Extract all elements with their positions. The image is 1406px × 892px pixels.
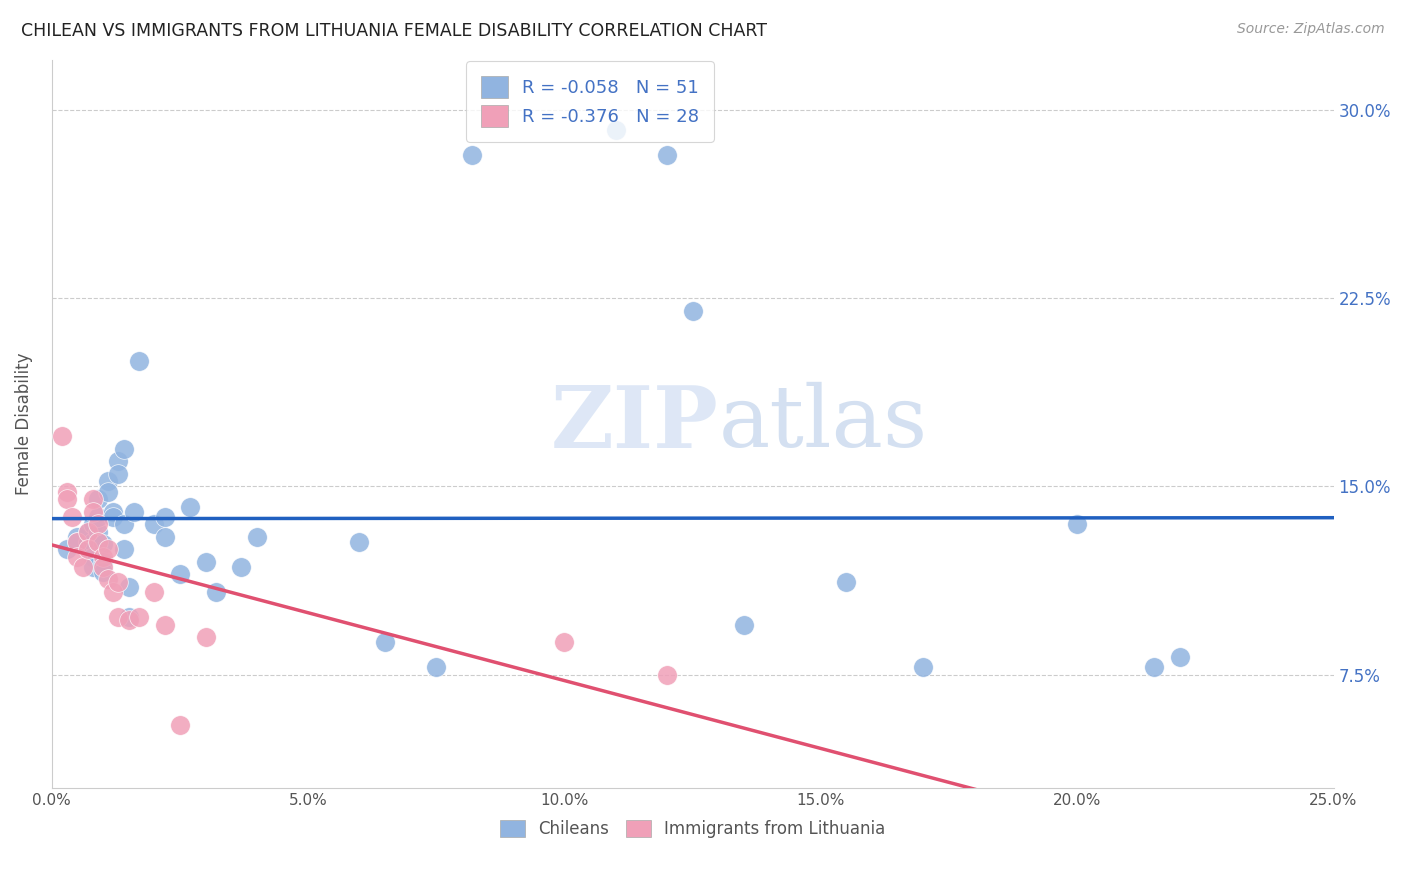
Point [97,573,120,587]
Point [56,542,79,557]
Point [107,610,129,624]
Point [179,500,201,514]
Point [112,517,135,532]
Point [128,610,150,624]
Point [66,549,89,564]
Point [66,534,89,549]
Point [169,718,191,732]
Point [425,660,447,674]
Point [107,574,129,589]
Point [60,509,83,524]
Point [194,630,217,644]
Point [835,574,858,589]
Point [107,467,129,481]
Point [153,509,176,524]
Point [655,668,678,682]
Point [912,660,935,674]
Point [112,542,135,557]
Point [118,613,141,627]
Point [76,534,98,549]
Point [103,505,125,519]
Point [169,567,191,582]
Point [82,559,104,574]
Point [91,555,114,569]
Point [82,534,104,549]
Point [1066,517,1088,532]
Point [76,524,98,539]
Point [733,617,755,632]
Y-axis label: Female Disability: Female Disability [15,352,32,495]
Point [103,585,125,599]
Point [112,442,135,456]
Point [374,635,396,649]
Point [87,509,110,524]
Point [76,542,98,557]
Point [82,549,104,564]
Point [1143,660,1166,674]
Point [1168,650,1191,665]
Point [153,530,176,544]
Point [107,454,129,468]
Point [87,491,110,506]
Point [128,354,150,368]
Point [76,542,98,557]
Point [91,549,114,564]
Text: ZIP: ZIP [551,382,718,466]
Point [553,635,575,649]
Point [97,484,120,499]
Point [194,555,217,569]
Text: atlas: atlas [718,382,928,466]
Point [231,559,253,574]
Point [118,610,141,624]
Point [605,123,627,137]
Point [682,303,704,318]
Point [91,559,114,574]
Point [461,148,484,162]
Point [82,505,104,519]
Point [87,524,110,539]
Point [246,530,269,544]
Legend: Chileans, Immigrants from Lithuania: Chileans, Immigrants from Lithuania [494,814,891,845]
Point [72,559,94,574]
Point [56,491,79,506]
Point [56,484,79,499]
Point [91,565,114,579]
Point [204,585,226,599]
Point [66,530,89,544]
Text: Source: ZipAtlas.com: Source: ZipAtlas.com [1237,22,1385,37]
Point [66,534,89,549]
Text: CHILEAN VS IMMIGRANTS FROM LITHUANIA FEMALE DISABILITY CORRELATION CHART: CHILEAN VS IMMIGRANTS FROM LITHUANIA FEM… [21,22,768,40]
Point [143,517,166,532]
Point [103,509,125,524]
Point [87,517,110,532]
Point [51,429,73,443]
Point [153,617,176,632]
Point [82,491,104,506]
Point [82,517,104,532]
Point [87,534,110,549]
Point [349,534,371,549]
Point [122,505,145,519]
Point [97,475,120,489]
Point [143,585,166,599]
Point [655,148,678,162]
Point [97,542,120,557]
Point [76,524,98,539]
Point [118,580,141,594]
Point [91,537,114,551]
